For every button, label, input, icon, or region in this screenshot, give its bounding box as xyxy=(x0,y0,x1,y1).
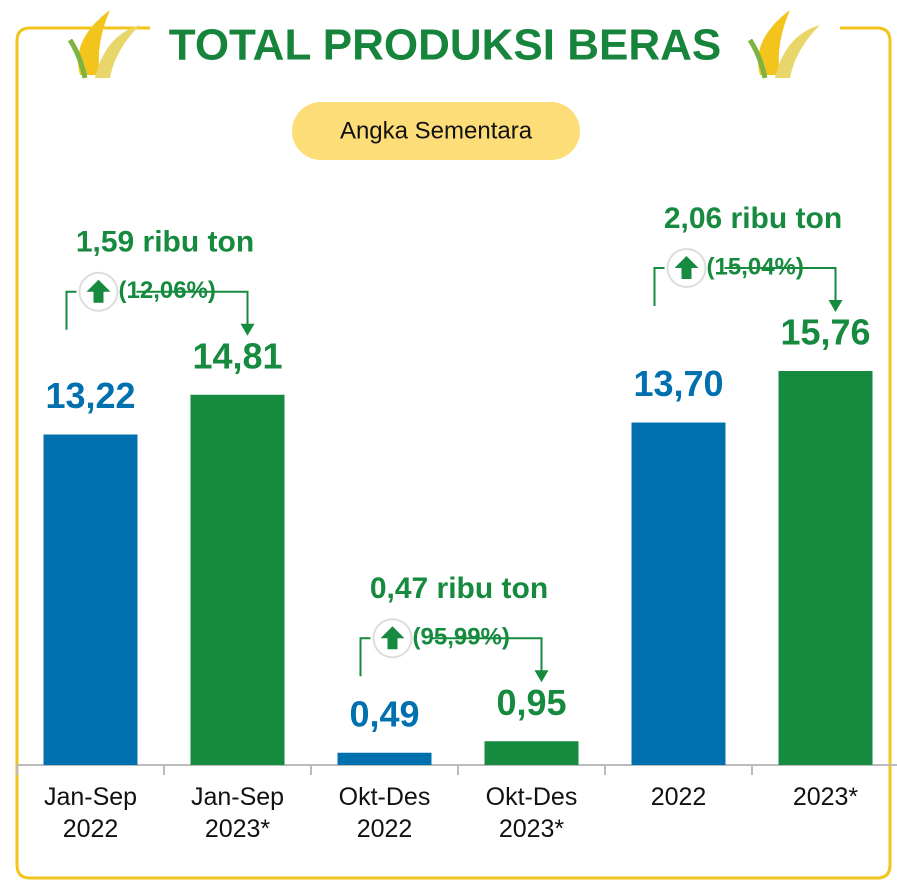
bracket-arrow xyxy=(534,670,549,683)
x-tick-label: Jan-Sep 2022 xyxy=(43,783,138,843)
x-tick-label: Okt-Des 2022 xyxy=(338,783,431,843)
subtitle: Angka Sementara xyxy=(340,117,533,144)
annotation-percent: (12,06%) xyxy=(119,277,216,304)
rice-icon xyxy=(67,10,140,79)
up-arrow xyxy=(380,626,405,650)
bracket xyxy=(359,637,543,679)
annotation-amount: 2,06 ribu ton xyxy=(664,202,842,235)
bar xyxy=(631,422,726,765)
annotation-percent: (95,99%) xyxy=(413,624,510,651)
annotation-amount: 1,59 ribu ton xyxy=(76,226,254,259)
bracket xyxy=(653,267,837,308)
bracket-arrow xyxy=(828,300,843,312)
chart-title: TOTAL PRODUKSI BERAS xyxy=(169,21,722,70)
bar xyxy=(778,371,873,765)
annotation-amount: 0,47 ribu ton xyxy=(370,572,548,605)
bar xyxy=(43,434,138,765)
value-label: 14,81 xyxy=(192,335,282,376)
value-label: 13,70 xyxy=(633,363,723,404)
bracket xyxy=(65,290,249,332)
x-tick-label: 2023* xyxy=(792,783,859,811)
bar xyxy=(484,741,579,765)
x-tick-label: Okt-Des 2023* xyxy=(485,783,578,843)
bar xyxy=(337,752,432,765)
value-label: 0,49 xyxy=(349,693,419,734)
x-tick-label: Jan-Sep 2023* xyxy=(190,783,285,843)
frame xyxy=(15,26,892,880)
x-tick-label: 2022 xyxy=(650,783,707,811)
bracket-arrow xyxy=(240,323,255,336)
value-label: 13,22 xyxy=(45,375,135,416)
value-label: 15,76 xyxy=(780,312,870,353)
subtitle-badge xyxy=(292,102,580,160)
annotation-percent: (15,04%) xyxy=(707,253,804,280)
bar xyxy=(190,394,285,765)
rice-icon xyxy=(747,10,820,79)
up-arrow xyxy=(86,279,111,303)
up-arrow xyxy=(674,256,699,279)
value-label: 0,95 xyxy=(496,682,566,723)
